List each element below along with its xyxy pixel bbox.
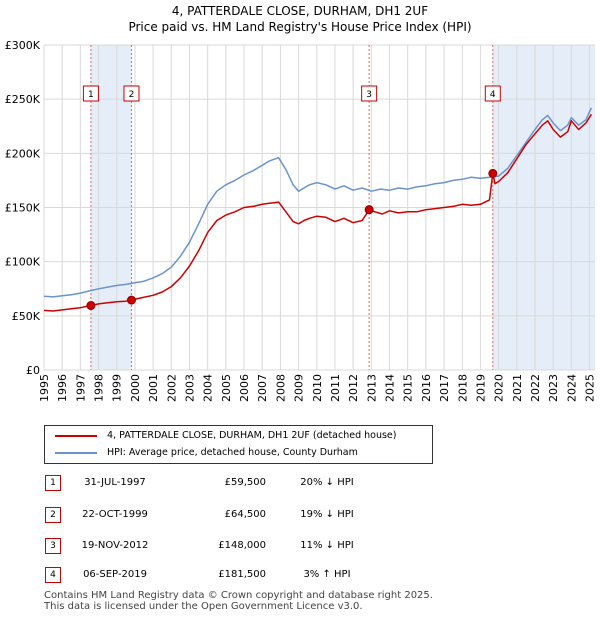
hpi-series-line (43, 107, 593, 298)
transaction-point (488, 168, 498, 178)
x-tick-label: 2024 (565, 374, 578, 402)
x-tick-label: 2020 (493, 374, 506, 402)
transaction-price: £64,500 (224, 509, 266, 520)
transaction-date: 22-OCT-1999 (82, 509, 148, 520)
y-tick-label: £100K (5, 256, 41, 269)
x-tick-label: 2009 (293, 374, 306, 402)
transaction-label-text: 3 (366, 90, 372, 100)
x-tick-label: 1998 (93, 374, 106, 402)
transaction-label-box (361, 85, 378, 102)
legend-item-hpi: HPI: Average price, detached house, Coun… (55, 445, 358, 461)
transaction-hpi-diff: 3% ↑ HPI (303, 569, 351, 580)
property-series-line (43, 113, 593, 312)
transaction-point (86, 301, 96, 311)
x-tick-label: 1996 (56, 374, 69, 402)
x-tick-label: 2018 (456, 374, 469, 402)
transaction-row: 2 22-OCT-1999 £64,500 19% ↓ HPI (0, 507, 600, 527)
transaction-label-text: 2 (129, 90, 135, 100)
x-tick-label: 2010 (311, 374, 324, 402)
x-tick-label: 2015 (402, 374, 415, 402)
y-tick-label: £250K (5, 93, 41, 106)
x-tick-label: 1997 (74, 374, 87, 402)
x-tick-label: 1995 (38, 374, 51, 402)
transaction-hpi-diff: 20% ↓ HPI (300, 477, 354, 488)
legend-item-property: 4, PATTERDALE CLOSE, DURHAM, DH1 2UF (de… (55, 428, 396, 444)
footer-copyright: Contains HM Land Registry data © Crown c… (44, 590, 433, 601)
x-tick-label: 2014 (384, 374, 397, 402)
y-tick-label: £0 (26, 364, 40, 377)
transaction-point (126, 295, 136, 305)
transaction-label-box (123, 85, 140, 102)
x-tick-label: 2008 (274, 374, 287, 402)
transaction-number-badge: 2 (45, 507, 61, 523)
y-tick-label: £50K (12, 310, 41, 323)
legend-property-label: 4, PATTERDALE CLOSE, DURHAM, DH1 2UF (de… (107, 430, 397, 441)
transaction-label-text: 4 (490, 90, 496, 100)
transaction-price: £181,500 (218, 569, 266, 580)
transaction-point (364, 205, 374, 215)
hpi-line-swatch (55, 451, 97, 454)
price-chart: 1 2 3 4 £0 £50K £100K £150K £200K £250K £300K 1995 1… (5, 39, 597, 402)
transaction-price: £59,500 (224, 477, 266, 488)
transaction-label-box (484, 85, 501, 102)
footer-license: This data is licensed under the Open Gov… (44, 601, 363, 612)
chart-title: 4, PATTERDALE CLOSE, DURHAM, DH1 2UF (171, 4, 429, 18)
transaction-label-text: 1 (88, 90, 94, 100)
y-tick-label: £150K (5, 202, 41, 215)
x-tick-label: 2011 (329, 374, 342, 402)
x-tick-label: 2021 (511, 374, 524, 402)
legend: 4, PATTERDALE CLOSE, DURHAM, DH1 2UF (de… (44, 425, 433, 464)
x-tick-label: 2025 (584, 374, 597, 402)
x-tick-label: 2003 (183, 374, 196, 402)
x-tick-label: 2005 (220, 374, 233, 402)
x-tick-label: 2012 (347, 374, 360, 402)
transaction-row: 4 06-SEP-2019 £181,500 3% ↑ HPI (0, 567, 600, 587)
x-tick-label: 2023 (547, 374, 560, 402)
transaction-hpi-diff: 11% ↓ HPI (300, 540, 354, 551)
x-tick-label: 2000 (129, 374, 142, 402)
x-tick-label: 2006 (238, 374, 251, 402)
transaction-date: 19-NOV-2012 (81, 540, 149, 551)
transaction-date: 06-SEP-2019 (83, 569, 147, 580)
x-tick-label: 2017 (438, 374, 451, 402)
transaction-row: 3 19-NOV-2012 £148,000 11% ↓ HPI (0, 538, 600, 558)
x-tick-label: 2007 (256, 374, 269, 402)
x-tick-label: 2022 (529, 374, 542, 402)
legend-hpi-label: HPI: Average price, detached house, Coun… (107, 447, 358, 458)
x-tick-label: 2001 (147, 374, 160, 402)
transaction-price: £148,000 (218, 540, 266, 551)
transaction-hpi-diff: 19% ↓ HPI (300, 509, 354, 520)
transaction-row: 1 31-JUL-1997 £59,500 20% ↓ HPI (0, 475, 600, 495)
transaction-number-badge: 1 (45, 475, 61, 491)
property-line-swatch (55, 434, 97, 437)
transaction-number-badge: 4 (45, 567, 61, 583)
x-tick-label: 2002 (165, 374, 178, 402)
x-tick-label: 2019 (474, 374, 487, 402)
x-tick-label: 2004 (202, 374, 215, 402)
transaction-label-box (82, 85, 99, 102)
x-tick-label: 2016 (420, 374, 433, 402)
y-tick-label: £300K (5, 39, 41, 52)
transaction-date: 31-JUL-1997 (84, 477, 146, 488)
chart-subtitle: Price paid vs. HM Land Registry's House … (128, 20, 472, 34)
x-tick-label: 2013 (365, 374, 378, 402)
transaction-number-badge: 3 (45, 538, 61, 554)
x-tick-label: 1999 (111, 374, 124, 402)
y-tick-label: £200K (5, 147, 41, 160)
